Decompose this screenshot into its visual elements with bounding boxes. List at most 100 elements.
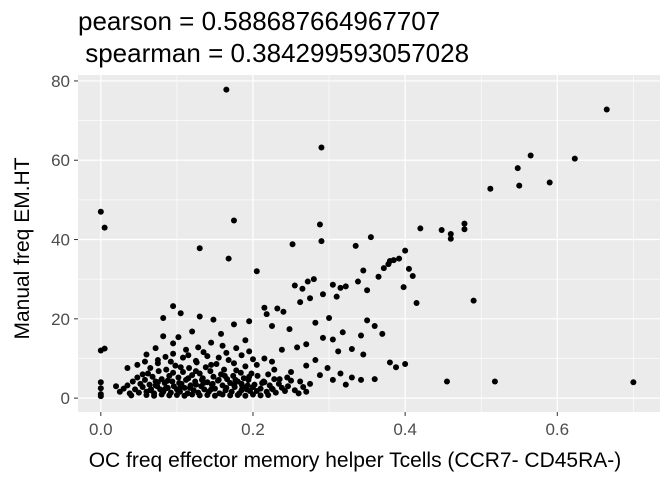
data-point [271,366,278,373]
y-tick-label: 20 [51,310,70,329]
data-point [342,381,349,388]
data-point [246,373,253,380]
data-point [242,392,249,399]
data-point [261,355,268,362]
data-point [337,370,344,377]
data-point [316,372,323,379]
data-point [358,332,365,339]
data-point [218,330,225,337]
data-point [141,376,148,383]
data-point [246,348,253,355]
data-point [172,362,179,369]
data-point [265,371,272,378]
data-point [113,383,120,390]
data-point [175,334,182,341]
data-point [491,378,498,385]
data-point [303,362,310,369]
data-point [240,375,247,382]
data-point [316,221,323,228]
data-point [307,380,314,387]
data-point [221,366,228,373]
axis-ticks: 0.0 0.2 0.4 0.6 0 20 40 60 80 [51,72,569,439]
data-point [375,273,382,280]
data-point [386,359,393,366]
data-point [546,179,553,186]
data-point [175,374,182,381]
data-point [280,308,287,315]
data-point [199,376,206,383]
data-point [352,242,359,249]
data-point [470,297,477,304]
data-point [146,381,153,388]
data-point [204,353,211,360]
data-point [318,144,325,151]
data-point [152,382,159,389]
data-point [97,379,104,386]
data-point [329,281,336,288]
data-point [402,361,409,368]
data-point [210,316,217,323]
data-point [300,384,307,391]
data-point [233,367,240,374]
data-point [269,322,275,329]
data-point [242,363,249,370]
data-point [516,182,523,189]
data-point [210,373,217,380]
data-point [230,381,237,388]
data-point [297,299,304,306]
data-point [233,345,240,352]
data-point [242,337,249,344]
data-point [318,238,325,245]
data-point [196,245,203,252]
data-point [230,321,237,328]
data-point [461,220,468,227]
data-point [278,346,285,353]
data-point [396,255,403,262]
data-point [307,295,314,302]
data-point [221,372,228,379]
data-point [380,265,387,272]
data-point [177,364,184,371]
data-point [166,392,173,399]
y-tick-label: 60 [51,151,70,170]
data-point [438,227,445,234]
y-axis-label: Manual freq EM.HT [11,157,34,339]
data-point [238,387,245,394]
data-point [630,379,637,386]
data-point [443,378,450,385]
data-point [487,185,494,192]
data-point [139,371,146,378]
data-point [257,392,264,399]
data-point [253,268,260,275]
data-point [371,322,378,329]
data-point [358,376,365,383]
data-point [249,356,256,363]
data-point [246,318,253,325]
data-point [303,341,310,348]
data-point [288,368,295,375]
data-point [173,391,180,398]
data-point [170,369,177,376]
data-point [271,376,278,383]
data-point [291,282,298,289]
data-point [162,353,169,360]
data-point [364,317,371,324]
data-point [183,346,190,353]
data-point [393,364,400,371]
data-point [139,384,146,391]
data-point [219,342,226,349]
data-point [234,391,241,398]
data-point [230,217,237,224]
data-point [128,392,135,399]
data-point [329,336,336,343]
data-point [201,386,208,393]
data-point [342,283,349,290]
data-point [319,291,326,298]
data-point [160,333,167,340]
data-point [227,392,234,399]
data-point [213,361,220,368]
data-point [170,303,177,310]
data-point [129,378,136,385]
data-point [164,377,171,384]
data-point [169,378,176,385]
